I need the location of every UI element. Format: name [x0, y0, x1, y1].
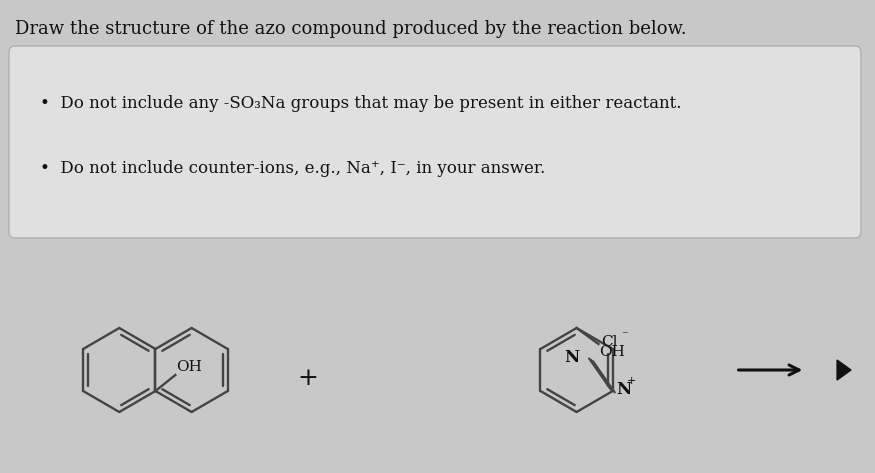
Text: •  Do not include counter‐ions, e.g., Na⁺, I⁻, in your answer.: • Do not include counter‐ions, e.g., Na⁺…: [39, 160, 545, 177]
Text: N: N: [564, 350, 579, 367]
Text: N: N: [617, 380, 632, 397]
Text: Cl: Cl: [601, 335, 618, 349]
FancyBboxPatch shape: [9, 46, 861, 238]
Polygon shape: [837, 360, 851, 380]
Text: +: +: [298, 367, 318, 389]
Text: +: +: [626, 376, 636, 386]
Text: OH: OH: [177, 360, 202, 374]
Text: •  Do not include any ‐SO₃Na groups that may be present in either reactant.: • Do not include any ‐SO₃Na groups that …: [39, 95, 682, 112]
Text: OH: OH: [599, 345, 626, 359]
Text: Draw the structure of the azo compound produced by the reaction below.: Draw the structure of the azo compound p…: [15, 20, 687, 38]
Text: ⁻: ⁻: [621, 329, 627, 342]
